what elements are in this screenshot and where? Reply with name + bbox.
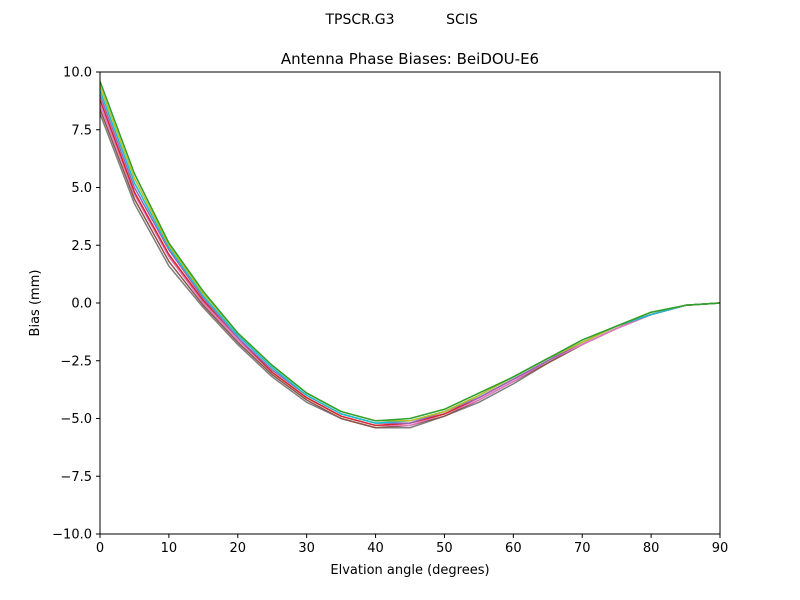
- y-tick-label: −2.5: [60, 354, 92, 369]
- series-line-4: [99, 99, 721, 427]
- series-line-7: [99, 85, 721, 422]
- y-tick-label: 10.0: [63, 66, 92, 81]
- plot-frame: [99, 71, 721, 535]
- y-tick-label: 5.0: [71, 181, 92, 196]
- x-tick-label: 50: [436, 541, 453, 556]
- y-tick-label: −10.0: [52, 528, 92, 543]
- x-tick-label: 70: [574, 541, 591, 556]
- x-tick-label: 60: [505, 541, 522, 556]
- series-line-2: [99, 108, 721, 429]
- x-tick-label: 30: [298, 541, 315, 556]
- y-axis-label: Bias (mm): [28, 270, 43, 337]
- y-tick-label: 0.0: [71, 297, 92, 312]
- y-tick-label: 2.5: [71, 239, 92, 254]
- y-tick-label: −7.5: [60, 470, 92, 485]
- x-tick-label: 40: [367, 541, 384, 556]
- x-axis-label: Elvation angle (degrees): [330, 563, 489, 578]
- figure-suptitle-right: SCIS: [446, 12, 478, 28]
- x-tick-label: 20: [230, 541, 247, 556]
- chart-title: Antenna Phase Biases: BeiDOU-E6: [281, 50, 539, 68]
- series-line-1: [99, 113, 721, 429]
- series-line-3: [99, 104, 721, 427]
- series-line-6: [99, 90, 721, 424]
- x-tick-label: 0: [96, 541, 104, 556]
- figure-suptitle-left: TPSCR.G3: [324, 12, 394, 28]
- series-layer: [99, 80, 721, 429]
- series-line-5: [99, 94, 721, 424]
- y-tick-label: −5.0: [60, 412, 92, 427]
- y-tick-label: 7.5: [71, 123, 92, 138]
- tick-layer: 0 10 20 30 40 50 60 70 80 90 10.0 7.5 5.0 2.5 0.0 −2.5 −…: [52, 66, 728, 557]
- x-tick-label: 90: [712, 541, 729, 556]
- x-tick-label: 10: [161, 541, 178, 556]
- series-line-8: [99, 80, 721, 422]
- x-tick-label: 80: [643, 541, 660, 556]
